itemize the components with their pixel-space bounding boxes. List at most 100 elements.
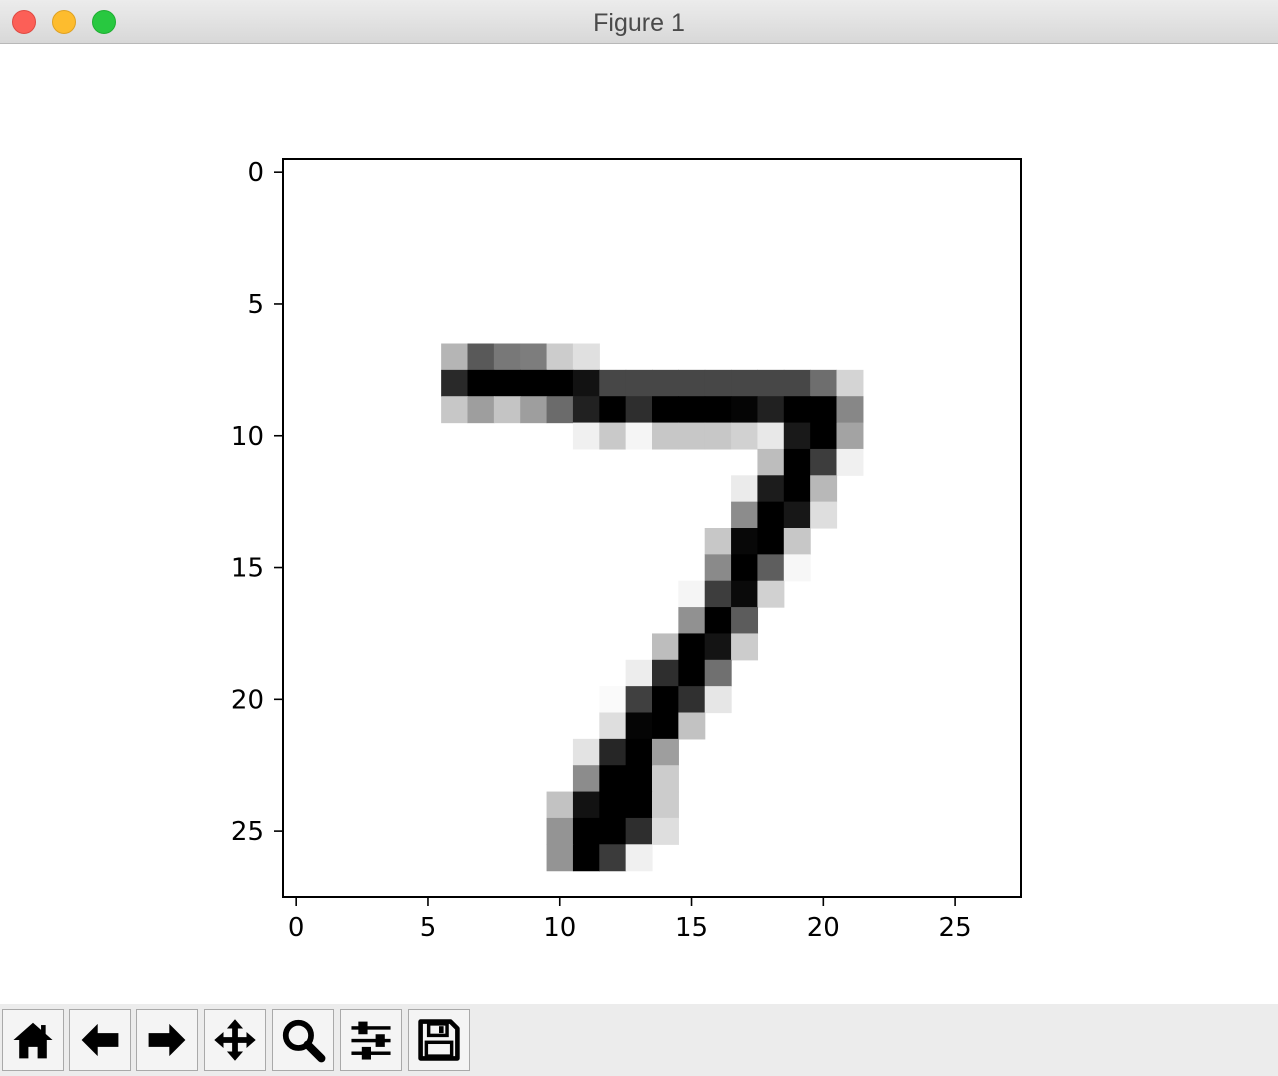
pixel-cell: [599, 791, 627, 819]
home-icon: [13, 1022, 53, 1059]
configure-subplots-button[interactable]: [340, 1009, 402, 1071]
close-window-button[interactable]: [12, 10, 36, 34]
pixel-cell: [731, 501, 759, 529]
pixel-cell: [810, 501, 838, 529]
pixel-cell: [599, 738, 627, 766]
pixel-cell: [572, 844, 600, 872]
minimize-window-button[interactable]: [52, 10, 76, 34]
pixel-cell: [546, 791, 574, 819]
pixel-cell: [704, 633, 732, 661]
zoom-window-button[interactable]: [92, 10, 116, 34]
pixel-cell: [441, 396, 469, 424]
pixel-cell: [467, 343, 495, 371]
pixel-cell: [599, 396, 627, 424]
pixel-cell: [625, 686, 653, 714]
pixel-cell: [678, 633, 706, 661]
pixel-cell: [678, 659, 706, 687]
pixel-cell: [599, 765, 627, 793]
x-tick-label: 20: [807, 913, 840, 943]
pixel-cell: [625, 765, 653, 793]
pixel-cell: [652, 396, 679, 424]
pixel-cell: [652, 738, 679, 766]
y-tick-label: 20: [231, 685, 264, 715]
pixel-cell: [731, 528, 759, 555]
pixel-cell: [783, 475, 811, 503]
pixel-cell: [599, 369, 627, 397]
back-button[interactable]: [69, 1009, 131, 1071]
pixel-cell: [599, 712, 627, 740]
window-title: Figure 1: [593, 9, 685, 37]
pixel-cell: [757, 422, 785, 450]
x-tick-label: 25: [939, 913, 972, 943]
pixel-cell: [572, 369, 600, 397]
y-tick-label: 0: [247, 158, 264, 188]
pixel-cell: [757, 369, 785, 397]
y-tick-label: 5: [247, 290, 264, 320]
pixel-cell: [731, 422, 759, 450]
pixel-cell: [546, 396, 574, 424]
pixel-cell: [678, 422, 706, 450]
pixel-grid: [441, 343, 864, 872]
y-tick-label: 15: [231, 554, 264, 584]
figure-canvas[interactable]: 0 5 10 15 20 25 0 5 10 15 20 25: [0, 44, 1278, 1004]
pixel-cell: [810, 369, 838, 397]
pixel-cell: [704, 554, 732, 582]
pixel-cell: [678, 580, 706, 608]
pixel-cell: [783, 528, 811, 555]
pixel-cell: [625, 791, 653, 819]
pixel-cell: [441, 343, 469, 371]
forward-button[interactable]: [136, 1009, 198, 1071]
pixel-cell: [757, 580, 785, 608]
pixel-cell: [652, 817, 679, 845]
pixel-cell: [704, 659, 732, 687]
navigation-toolbar: [0, 1004, 1278, 1076]
pixel-cell: [678, 686, 706, 714]
pixel-cell: [704, 422, 732, 450]
x-tick-label: 0: [288, 913, 305, 943]
pixel-cell: [678, 369, 706, 397]
pixel-cell: [652, 791, 679, 819]
pixel-cell: [625, 659, 653, 687]
pixel-cell: [546, 817, 574, 845]
zoom-button[interactable]: [272, 1009, 334, 1071]
pixel-cell: [546, 369, 574, 397]
pixel-cell: [678, 607, 706, 635]
save-button[interactable]: [408, 1009, 470, 1071]
pixel-cell: [572, 738, 600, 766]
pixel-cell: [731, 607, 759, 635]
pixel-cell: [704, 607, 732, 635]
pixel-cell: [652, 369, 679, 397]
pixel-cell: [783, 422, 811, 450]
pixel-cell: [810, 475, 838, 503]
pixel-cell: [810, 396, 838, 424]
pixel-cell: [836, 396, 864, 424]
pixel-cell: [493, 396, 521, 424]
image-plot: 0 5 10 15 20 25 0 5 10 15 20 25: [231, 158, 1022, 943]
pixel-cell: [572, 422, 600, 450]
pixel-cell: [520, 396, 548, 424]
pixel-cell: [783, 396, 811, 424]
pixel-cell: [704, 528, 732, 555]
pixel-cell: [652, 712, 679, 740]
forward-arrow-icon: [148, 1023, 186, 1057]
pixel-cell: [625, 844, 653, 872]
window-titlebar: Figure 1: [0, 0, 1278, 44]
pixel-cell: [810, 422, 838, 450]
pixel-cell: [731, 554, 759, 582]
pixel-cell: [836, 422, 864, 450]
pixel-cell: [520, 369, 548, 397]
pixel-cell: [836, 369, 864, 397]
pixel-cell: [441, 369, 469, 397]
pixel-cell: [625, 712, 653, 740]
pixel-cell: [652, 422, 679, 450]
pixel-cell: [625, 738, 653, 766]
pixel-cell: [678, 396, 706, 424]
pixel-cell: [757, 501, 785, 529]
pixel-cell: [599, 817, 627, 845]
pixel-cell: [652, 659, 679, 687]
home-button[interactable]: [2, 1009, 64, 1071]
pixel-cell: [704, 580, 732, 608]
pixel-cell: [731, 475, 759, 503]
pixel-cell: [572, 817, 600, 845]
pan-button[interactable]: [204, 1009, 266, 1071]
